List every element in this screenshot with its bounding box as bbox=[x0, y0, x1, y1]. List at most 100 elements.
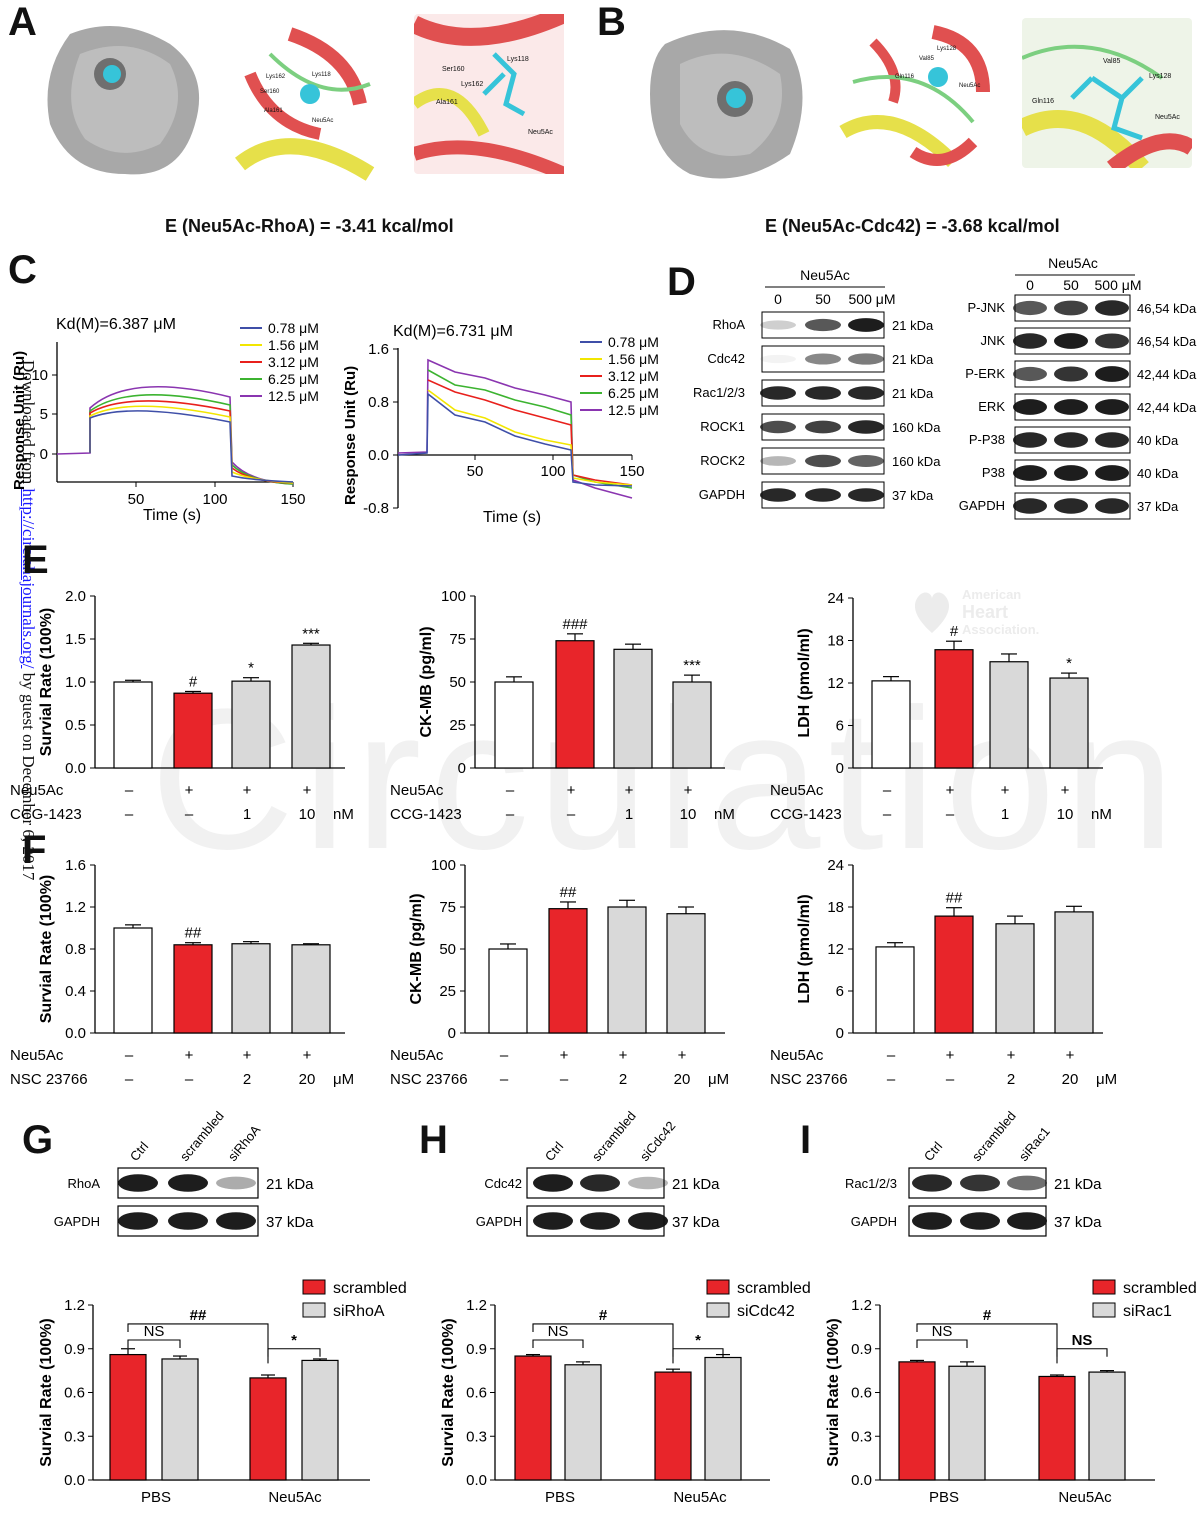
blot-band bbox=[1007, 1212, 1047, 1230]
row-2-mark: – bbox=[946, 1071, 955, 1088]
svg-text:6.25 μM: 6.25 μM bbox=[268, 371, 319, 387]
bracket-top bbox=[127, 1323, 269, 1364]
y-tick-label: 100 bbox=[441, 588, 466, 605]
cdc42-ribbon-image: Lys128 Val85 Gln116 Neu5Ac bbox=[833, 22, 998, 182]
blot-d-right-label-4: P-P38 bbox=[969, 432, 1005, 447]
bracket-right bbox=[672, 1348, 724, 1357]
blot-band bbox=[533, 1212, 573, 1230]
panel-label-f: F bbox=[22, 828, 47, 872]
blot-d-left-label-5: GAPDH bbox=[699, 487, 745, 502]
y-axis-label: Survial Rate (100%) bbox=[38, 1318, 55, 1467]
y-tick-label: 0.0 bbox=[64, 1472, 85, 1489]
y-tick-label: 0.0 bbox=[466, 1472, 487, 1489]
bar bbox=[1088, 1371, 1126, 1481]
bar bbox=[173, 944, 213, 1034]
blot-d-left-band-3-1 bbox=[805, 420, 841, 434]
bar bbox=[113, 681, 153, 769]
y-tick-label: 0.9 bbox=[851, 1341, 872, 1358]
blot-d-left-header: Neu5Ac bbox=[800, 267, 850, 283]
rhoa-ribbon-image: Lys162 Lys118 Ser160 Ala161 Neu5Ac bbox=[230, 14, 390, 184]
category-label: PBS bbox=[545, 1489, 575, 1506]
y-tick-label: 2.0 bbox=[65, 588, 86, 605]
legend-swatch bbox=[706, 1302, 730, 1318]
spr2-ylabel: Response Unit (Ru) bbox=[342, 366, 359, 505]
y-axis-label: Survial Rate (100%) bbox=[440, 1318, 457, 1467]
western-blot-d: Neu5Ac 0 50 500 μM RhoA 21 kDa Cdc42 21 kDa Rac1… bbox=[693, 255, 1197, 520]
spr2-series-078 bbox=[397, 392, 633, 487]
blot-d-left-band-1-1 bbox=[805, 353, 841, 365]
blot-d-left-dose-0: 0 bbox=[774, 291, 782, 307]
svg-text:0.0: 0.0 bbox=[368, 447, 389, 464]
significance-mark: *** bbox=[302, 625, 320, 642]
lane-label: siRac1 bbox=[1016, 1124, 1053, 1164]
svg-text:1.6: 1.6 bbox=[368, 341, 389, 358]
spr2-xtick-1: 100 bbox=[540, 455, 566, 480]
lane-label: scrambled bbox=[589, 1108, 639, 1164]
spr2-legend: 0.78 μM 1.56 μM 3.12 μM 6.25 μM 12.5 μM bbox=[580, 334, 659, 418]
row-1-mark: – bbox=[500, 1047, 509, 1064]
blot-d-right-band-3-1 bbox=[1054, 399, 1088, 415]
svg-text:1.56 μM: 1.56 μM bbox=[268, 337, 319, 353]
blot-d-right-band-1-2 bbox=[1095, 333, 1129, 349]
blot-d-left-band-0-0 bbox=[760, 320, 796, 330]
significance-mark: ### bbox=[562, 616, 588, 633]
blot-d-left-kda-5: 37 kDa bbox=[892, 488, 934, 503]
blot-d-right-band-0-1 bbox=[1054, 300, 1088, 316]
y-tick-label: 0.0 bbox=[851, 1472, 872, 1489]
y-tick-label: 0 bbox=[448, 1025, 456, 1042]
lane-label: Ctrl bbox=[127, 1139, 152, 1164]
spr1-xlabel: Time (s) bbox=[143, 507, 201, 524]
blot-d-right-band-2-0 bbox=[1013, 366, 1047, 382]
panel-label-b: B bbox=[597, 0, 626, 44]
spr-chart-2: Kd(M)=6.731 μM -0.8 0.0 0.8 1.6 50 100 1… bbox=[342, 323, 659, 526]
blot-d-left-label-2: Rac1/2/3 bbox=[693, 385, 745, 400]
y-tick-label: 1.2 bbox=[466, 1297, 487, 1314]
blot-d-left-band-2-2 bbox=[848, 386, 884, 400]
blot-d-right-band-3-2 bbox=[1095, 399, 1129, 415]
svg-text:100: 100 bbox=[540, 463, 565, 480]
y-tick-label: 18 bbox=[827, 899, 844, 916]
y-axis-label: LDH (pmol/ml) bbox=[796, 894, 813, 1003]
aha-logo-watermark: American Heart Association. bbox=[910, 585, 1050, 640]
rhoa-zoom-image: Ser160 Lys118 Lys162 Ala161 Neu5Ac bbox=[409, 5, 568, 181]
blot-d-left-band-4-1 bbox=[805, 454, 841, 468]
blot-d-left-label-3: ROCK1 bbox=[700, 419, 745, 434]
lane-label: siCdc42 bbox=[637, 1118, 679, 1164]
bracket-top bbox=[916, 1323, 1058, 1364]
blot-d-right-band-4-2 bbox=[1095, 432, 1129, 448]
a3-label-2: Lys162 bbox=[461, 81, 484, 88]
bar bbox=[488, 948, 528, 1034]
bracket-right-label: * bbox=[291, 1332, 297, 1349]
panel-label-a: A bbox=[8, 0, 37, 44]
blot-d-left-band-4-2 bbox=[848, 455, 884, 467]
aha-heart-icon bbox=[914, 592, 950, 633]
blot-row-label: Cdc42 bbox=[484, 1176, 522, 1191]
row-1-mark: + bbox=[243, 1047, 252, 1064]
blot-d-right-band-0-2 bbox=[1095, 300, 1129, 316]
category-label: Neu5Ac bbox=[673, 1489, 727, 1506]
y-tick-label: 0.5 bbox=[65, 717, 86, 734]
spr1-xtick-2: 150 bbox=[280, 482, 306, 508]
panel-label-e: E bbox=[22, 538, 49, 582]
row-2-unit: μM bbox=[333, 1071, 354, 1088]
spr2-ytick-3: 1.6 bbox=[368, 341, 398, 358]
b3-label-3: Neu5Ac bbox=[1155, 114, 1180, 121]
svg-text:-0.8: -0.8 bbox=[363, 500, 389, 517]
bar bbox=[291, 944, 331, 1034]
row-label-2: NSC 23766 bbox=[770, 1071, 848, 1088]
bracket-left-label: NS bbox=[932, 1323, 953, 1340]
blot-d-right-label-1: JNK bbox=[980, 333, 1005, 348]
lane-label: scrambled bbox=[969, 1108, 1019, 1164]
a2-label-2: Ser160 bbox=[260, 89, 280, 95]
bracket-top-label: ## bbox=[190, 1307, 207, 1324]
legend-label: scrambled bbox=[333, 1280, 407, 1297]
row-label-1: Neu5Ac bbox=[770, 1047, 824, 1064]
spr1-xtick-0: 50 bbox=[128, 482, 144, 508]
row-1-mark: + bbox=[619, 1047, 628, 1064]
aha-text-1: American bbox=[962, 587, 1022, 602]
a3-label-1: Lys118 bbox=[507, 56, 529, 63]
blot-d-left-band-1-0 bbox=[760, 354, 796, 364]
spr2-series-125 bbox=[397, 358, 633, 499]
